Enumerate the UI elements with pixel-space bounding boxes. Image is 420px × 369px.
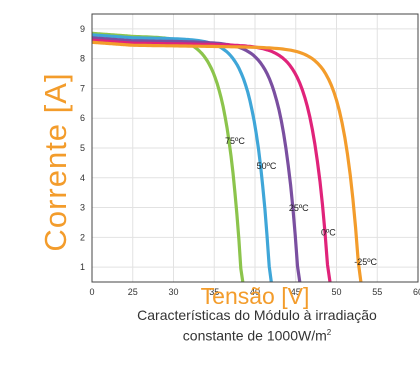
x-tick-label: 30 — [168, 287, 178, 297]
y-tick-label: 2 — [80, 232, 85, 242]
series-lines — [90, 31, 363, 283]
caption-line-1: Características do Módulo à irradiação — [137, 307, 377, 323]
y-tick-label: 8 — [80, 54, 85, 64]
x-tick-label: 60 — [413, 287, 420, 297]
x-tick-label: 0 — [89, 287, 94, 297]
series-label-0: 75ºC — [225, 136, 245, 146]
series-label-4: -25ºC — [354, 257, 377, 267]
x-axis-label: Tensão [V] — [200, 283, 310, 309]
y-tick-label: 9 — [80, 24, 85, 34]
iv-chart: 02530354045505560123456789 75ºC50ºC25ºC0… — [80, 13, 420, 297]
caption-line-2: constante de 1000W/m2 — [92, 324, 420, 345]
series-label-1: 50ºC — [257, 161, 277, 171]
series-label-2: 25ºC — [289, 203, 309, 213]
tick-labels: 02530354045505560123456789 — [80, 24, 420, 297]
caption-line-2-text: constante de 1000W/m — [182, 327, 327, 344]
y-axis-label: Corrente [A] — [38, 72, 73, 252]
x-tick-label: 50 — [331, 287, 341, 297]
y-tick-label: 4 — [80, 173, 85, 183]
x-tick-label: 35 — [209, 287, 219, 297]
y-tick-label: 3 — [80, 203, 85, 213]
y-tick-label: 1 — [80, 262, 85, 272]
x-tick-label: 45 — [291, 287, 301, 297]
y-tick-label: 6 — [80, 113, 85, 123]
chart-caption: Características do Módulo à irradiação c… — [92, 306, 420, 345]
x-tick-label: 55 — [372, 287, 382, 297]
series-labels: 75ºC 50ºC 25ºC 0ºC -25ºC — [225, 136, 377, 267]
caption-superscript: 2 — [326, 328, 332, 337]
series-line-4 — [90, 40, 363, 283]
series-label-3: 0ºC — [321, 228, 336, 238]
x-tick-label: 25 — [128, 287, 138, 297]
x-tick-label: 40 — [250, 287, 260, 297]
y-tick-label: 5 — [80, 143, 85, 153]
plot-frame — [91, 13, 419, 283]
y-tick-label: 7 — [80, 83, 85, 93]
